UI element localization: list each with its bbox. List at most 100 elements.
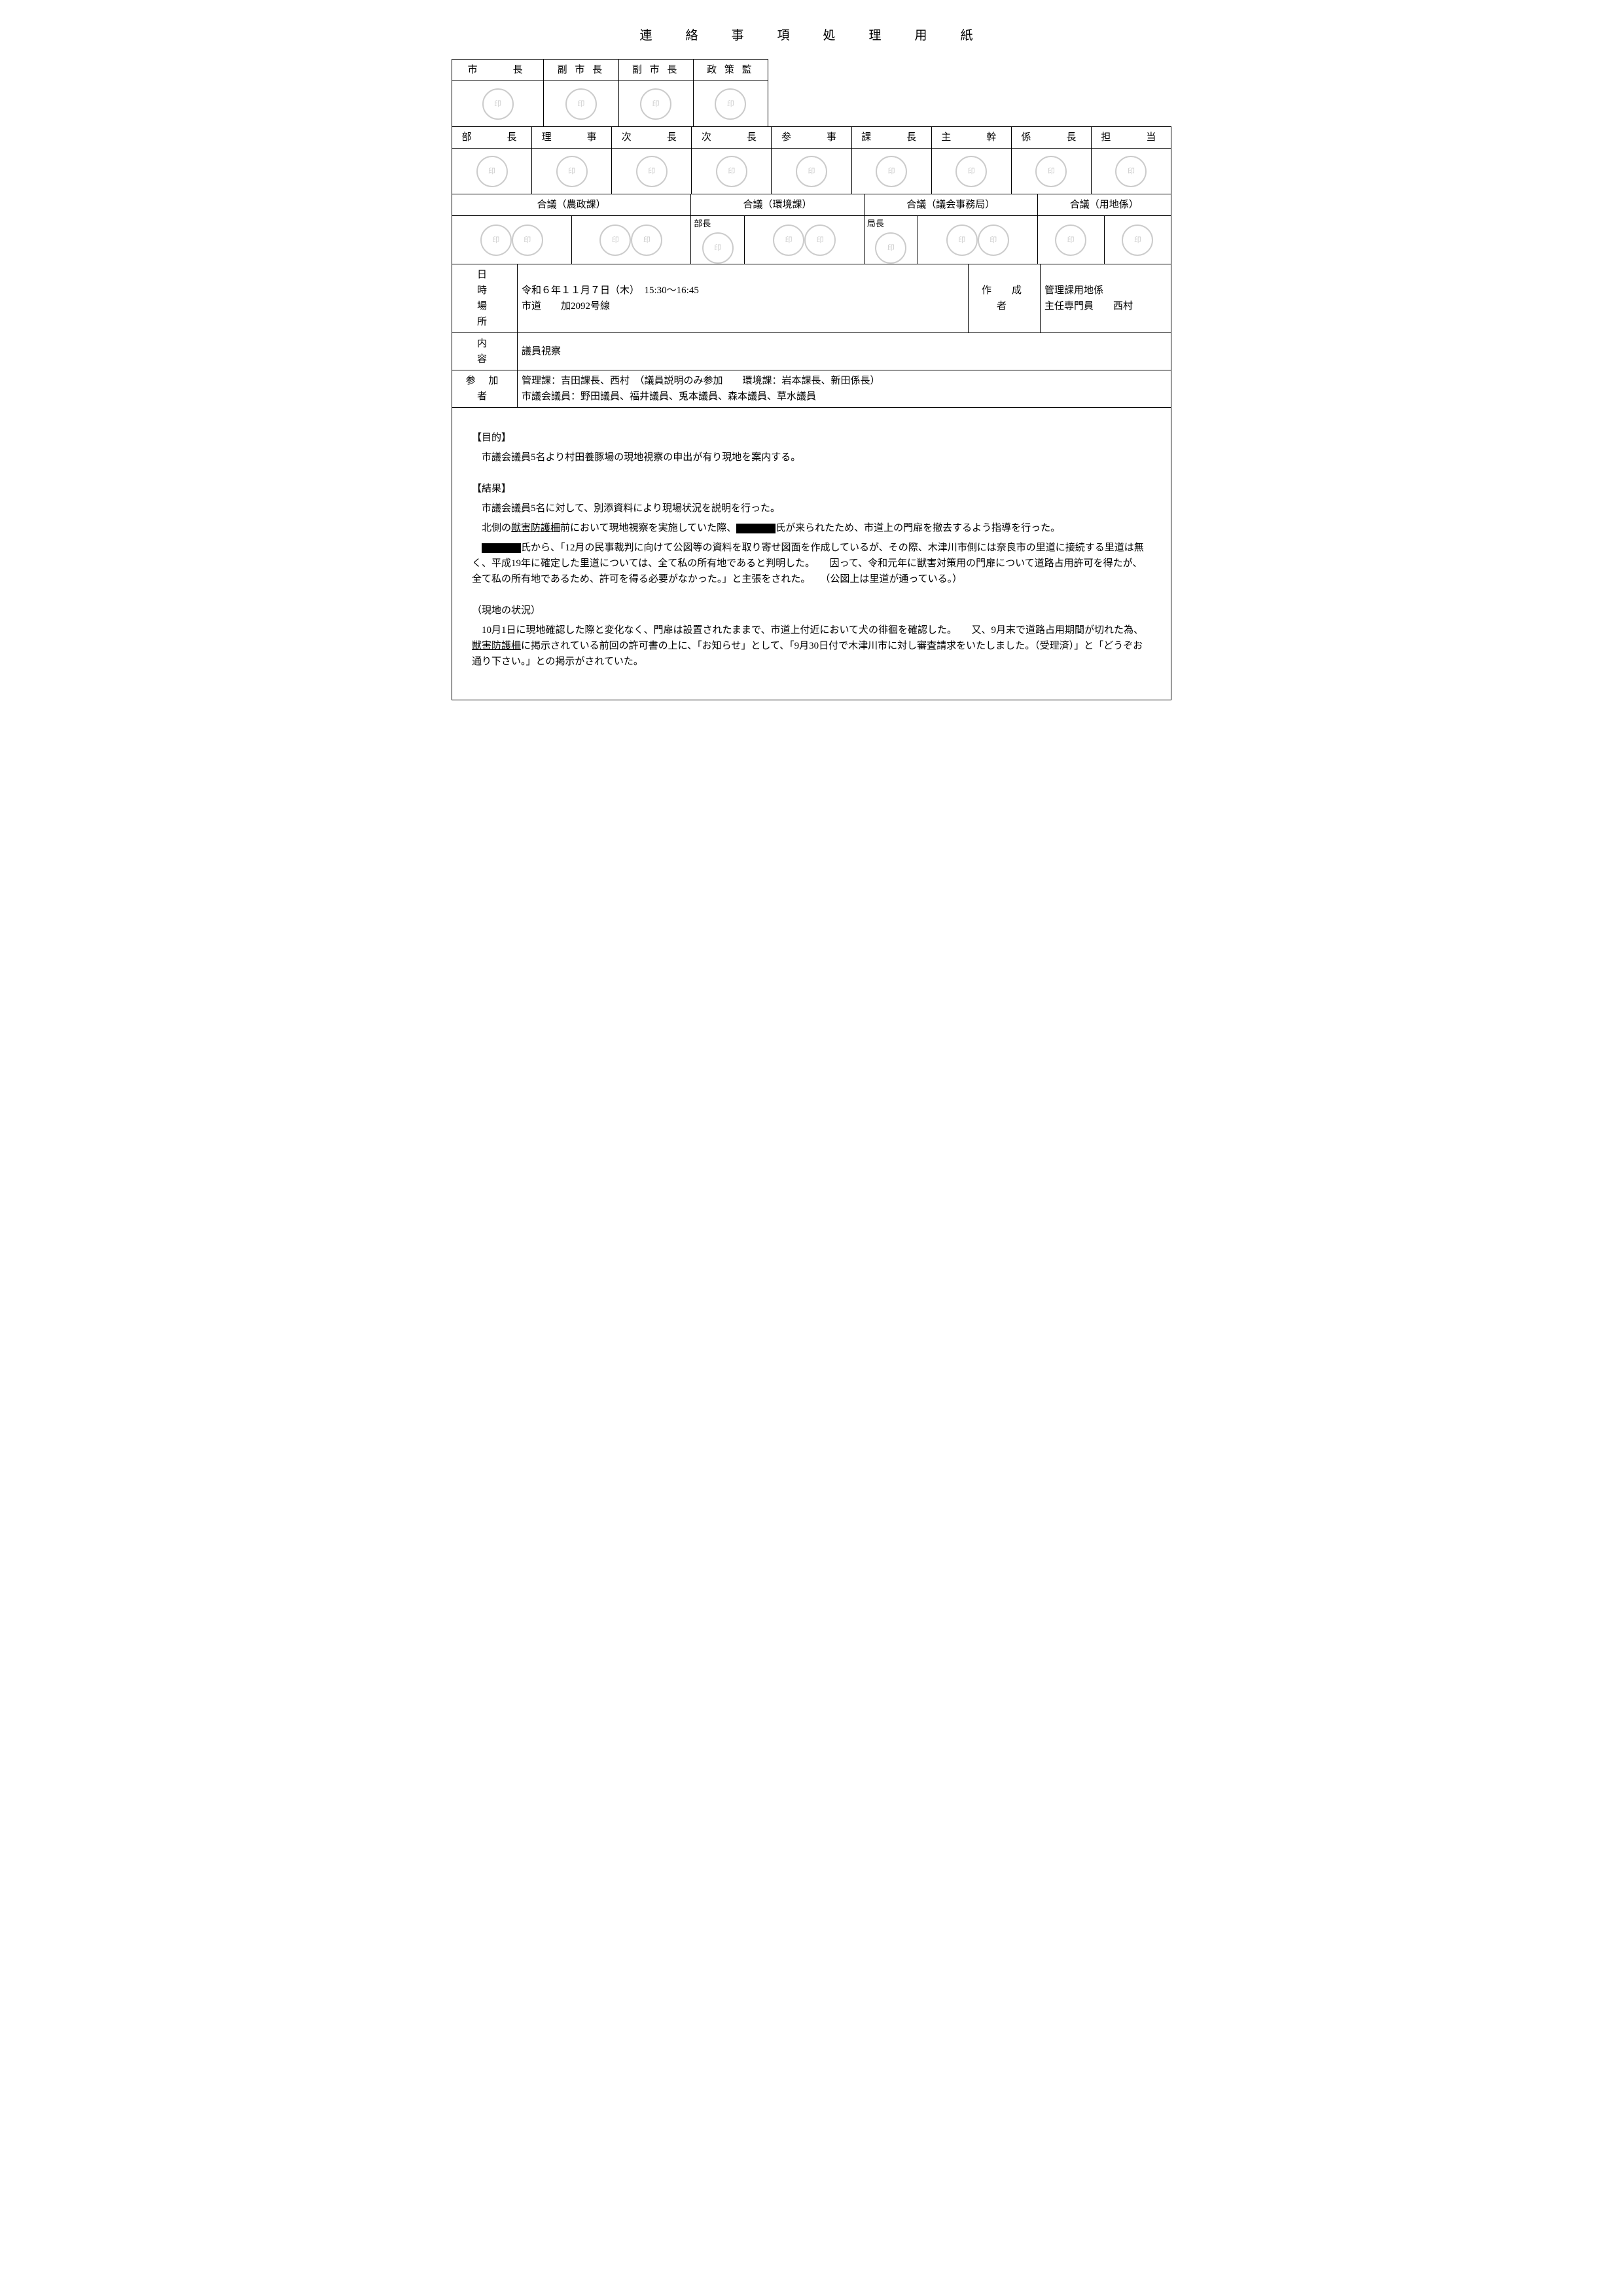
info-table: 日 時 場 所 令和６年１１月７日（木） 15:30～16:45 市道 加209…: [452, 264, 1171, 408]
participants-label: 参 加 者: [452, 370, 518, 408]
text-span: 氏が来られたため、市道上の門扉を撤去するよう指導を行った。: [776, 523, 1060, 533]
stamp-cell: 印: [692, 149, 772, 194]
situation-heading: （現地の状況）: [472, 603, 1151, 619]
creator-value: 管理課用地係 主任専門員 西村: [1041, 264, 1171, 333]
info-label-datetime-place: 日 時 場 所: [452, 264, 518, 333]
gougi-table: 合議（農政課） 合議（環境課） 合議（議会事務局） 合議（用地係） 印印 印印 …: [452, 194, 1171, 264]
seal-stamp-icon: 印: [631, 224, 662, 256]
stamp-cell: 印: [452, 81, 544, 127]
seal-stamp-icon: 印: [978, 224, 1009, 256]
stamp-cell: 印: [931, 149, 1011, 194]
participants-line: 市議会議員：野田議員、福井議員、兎本議員、森本議員、草水議員: [522, 391, 816, 402]
approval-header: 理 事: [532, 127, 612, 149]
redacted-name: [482, 543, 521, 553]
approval-header: 係 長: [1011, 127, 1091, 149]
text-span: に掲示されている前回の許可書の上に、「お知らせ」として、「9月30日付で木津川市…: [472, 641, 1143, 667]
stamp-cell: 部長 印: [691, 216, 745, 264]
stamp-cell: 印印: [918, 216, 1037, 264]
stamp-cell: 印: [1091, 149, 1171, 194]
stamp-cell: 印: [618, 81, 693, 127]
stamp-cell: 印印: [452, 216, 572, 264]
seal-stamp-icon: 印: [716, 156, 747, 187]
underlined-term: 獣害防護柵: [511, 523, 560, 533]
stamp-cell: 印印: [571, 216, 691, 264]
approval-header: 主 幹: [931, 127, 1011, 149]
result-paragraph: 市議会議員5名に対して、別添資料により現場状況を説明を行った。: [472, 501, 1151, 516]
seal-stamp-icon: 印: [556, 156, 588, 187]
seal-stamp-icon: 印: [565, 88, 597, 120]
stamp-cell: 印印: [745, 216, 865, 264]
seal-stamp-icon: 印: [476, 156, 508, 187]
gougi-sublabel: 部長: [691, 216, 744, 232]
gougi-header: 合議（議会事務局）: [864, 194, 1037, 216]
stamp-cell: 印: [532, 149, 612, 194]
text-span: 氏から、「12月の民事裁判に向けて公図等の資料を取り寄せ図面を作成しているが、そ…: [472, 543, 1144, 584]
result-paragraph: 氏から、「12月の民事裁判に向けて公図等の資料を取り寄せ図面を作成しているが、そ…: [472, 540, 1151, 587]
seal-stamp-icon: 印: [636, 156, 668, 187]
stamp-cell: 印: [851, 149, 931, 194]
stamp-cell: 印: [544, 81, 618, 127]
seal-stamp-icon: 印: [480, 224, 512, 256]
gougi-sublabel: 局長: [865, 216, 918, 232]
underlined-term: 獣害防護柵: [472, 641, 521, 651]
seal-stamp-icon: 印: [875, 232, 906, 264]
seal-stamp-icon: 印: [1122, 224, 1153, 256]
seal-stamp-icon: 印: [482, 88, 514, 120]
purpose-heading: 【目的】: [472, 430, 1151, 446]
approval-header: 副 市 長: [618, 60, 693, 81]
seal-stamp-icon: 印: [804, 224, 836, 256]
seal-stamp-icon: 印: [946, 224, 978, 256]
participants-value: 管理課：吉田課長、西村 （議員説明のみ参加 環境課：岩本課長、新田係長） 市議会…: [518, 370, 1171, 408]
document-page: 連 絡 事 項 処 理 用 紙 市 長 副 市 長 副 市 長 政 策 監 印 …: [452, 26, 1171, 700]
gougi-header: 合議（農政課）: [452, 194, 691, 216]
seal-stamp-icon: 印: [1035, 156, 1067, 187]
content-label: 内 容: [452, 333, 518, 370]
approval-header: 担 当: [1091, 127, 1171, 149]
stamp-cell: 印: [1011, 149, 1091, 194]
seal-stamp-icon: 印: [955, 156, 987, 187]
stamp-cell: 局長 印: [864, 216, 918, 264]
result-heading: 【結果】: [472, 481, 1151, 497]
content-value: 議員視察: [518, 333, 1171, 370]
text-span: 前において現地視察を実施していた際、: [560, 523, 736, 533]
creator-label: 作 成 者: [969, 264, 1041, 333]
text-span: 北側の: [482, 523, 511, 533]
seal-stamp-icon: 印: [876, 156, 907, 187]
stamp-cell: 印: [612, 149, 692, 194]
text-span: 10月1日に現地確認した際と変化なく、門扉は設置されたままで、市道上付近において…: [482, 625, 1143, 636]
participants-line: 管理課：吉田課長、西村 （議員説明のみ参加 環境課：岩本課長、新田係長）: [522, 376, 880, 386]
stamp-cell: 印: [1037, 216, 1104, 264]
redacted-name: [736, 524, 776, 533]
document-body: 【目的】 市議会議員5名より村田養豚場の現地視察の申出が有り現地を案内する。 【…: [452, 408, 1171, 700]
gougi-header: 合議（用地係）: [1037, 194, 1171, 216]
stamp-cell: 印: [693, 81, 768, 127]
approval-header: 課 長: [851, 127, 931, 149]
stamp-cell: 印: [452, 149, 532, 194]
approval-table-mid: 部 長 理 事 次 長 次 長 参 事 課 長 主 幹 係 長 担 当 印 印 …: [452, 126, 1171, 194]
approval-header: 副 市 長: [544, 60, 618, 81]
seal-stamp-icon: 印: [1115, 156, 1147, 187]
approval-header: 次 長: [692, 127, 772, 149]
approval-header: 次 長: [612, 127, 692, 149]
datetime-label: 日 時: [477, 270, 522, 296]
stamp-cell: 印: [1104, 216, 1171, 264]
approval-header: 政 策 監: [693, 60, 768, 81]
seal-stamp-icon: 印: [715, 88, 746, 120]
seal-stamp-icon: 印: [640, 88, 671, 120]
seal-stamp-icon: 印: [599, 224, 631, 256]
result-paragraph: 北側の獣害防護柵前において現地視察を実施していた際、 氏が来られたため、市道上の門…: [472, 520, 1151, 536]
seal-stamp-icon: 印: [702, 232, 734, 264]
situation-paragraph: 10月1日に現地確認した際と変化なく、門扉は設置されたままで、市道上付近において…: [472, 622, 1151, 670]
info-datetime-place: 令和６年１１月７日（木） 15:30～16:45 市道 加2092号線: [518, 264, 969, 333]
datetime-value: 令和６年１１月７日（木） 15:30～16:45: [522, 285, 699, 296]
approval-header: 市 長: [452, 60, 544, 81]
approval-table-top: 市 長 副 市 長 副 市 長 政 策 監 印 印 印 印: [452, 59, 768, 127]
place-value: 市道 加2092号線: [522, 301, 610, 312]
seal-stamp-icon: 印: [512, 224, 543, 256]
gougi-header: 合議（環境課）: [691, 194, 865, 216]
approval-header: 部 長: [452, 127, 532, 149]
purpose-paragraph: 市議会議員5名より村田養豚場の現地視察の申出が有り現地を案内する。: [472, 450, 1151, 465]
document-title: 連 絡 事 項 処 理 用 紙: [452, 26, 1171, 46]
seal-stamp-icon: 印: [1055, 224, 1086, 256]
place-label: 場 所: [477, 301, 522, 327]
